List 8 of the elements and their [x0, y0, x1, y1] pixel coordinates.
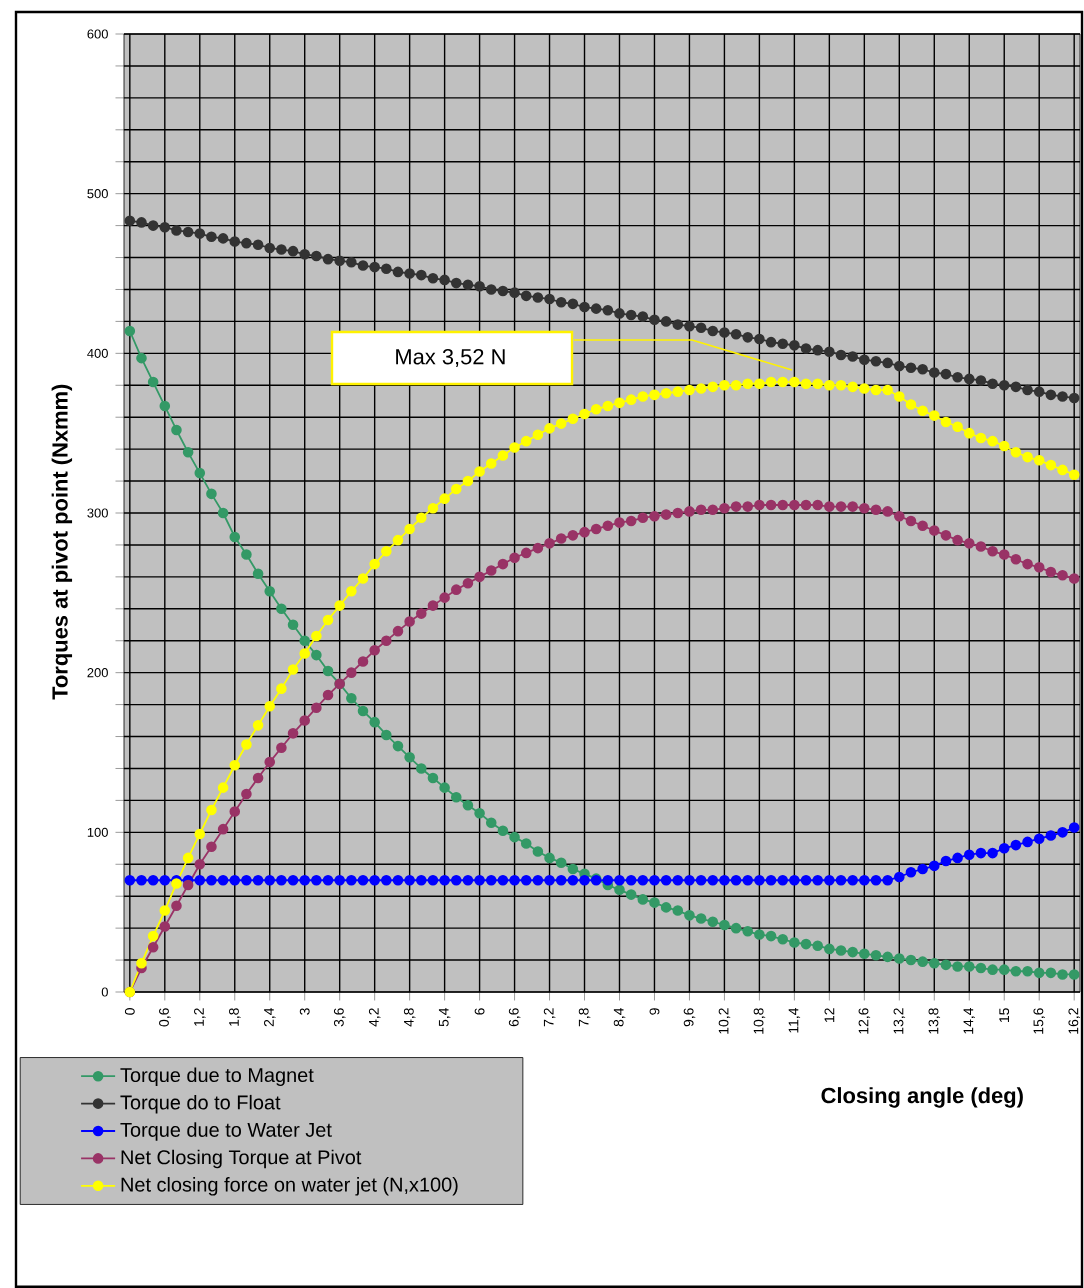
y-axis-title: Torques at pivot point (Nxmm): [51, 384, 73, 700]
legend-label: Torque do to Float: [120, 1094, 281, 1114]
legend-label: Torque due to Magnet: [120, 1067, 314, 1087]
annotation: Max 3,52 N: [396, 348, 505, 368]
x-axis-title: Closing angle (deg): [821, 1087, 1023, 1108]
legend-label: Net closing force on water jet (N,x100): [121, 1177, 458, 1196]
legend-label: Torque due to Water Jet: [120, 1122, 332, 1141]
legend-label: Net Closing Torque at Pivot: [121, 1149, 362, 1169]
